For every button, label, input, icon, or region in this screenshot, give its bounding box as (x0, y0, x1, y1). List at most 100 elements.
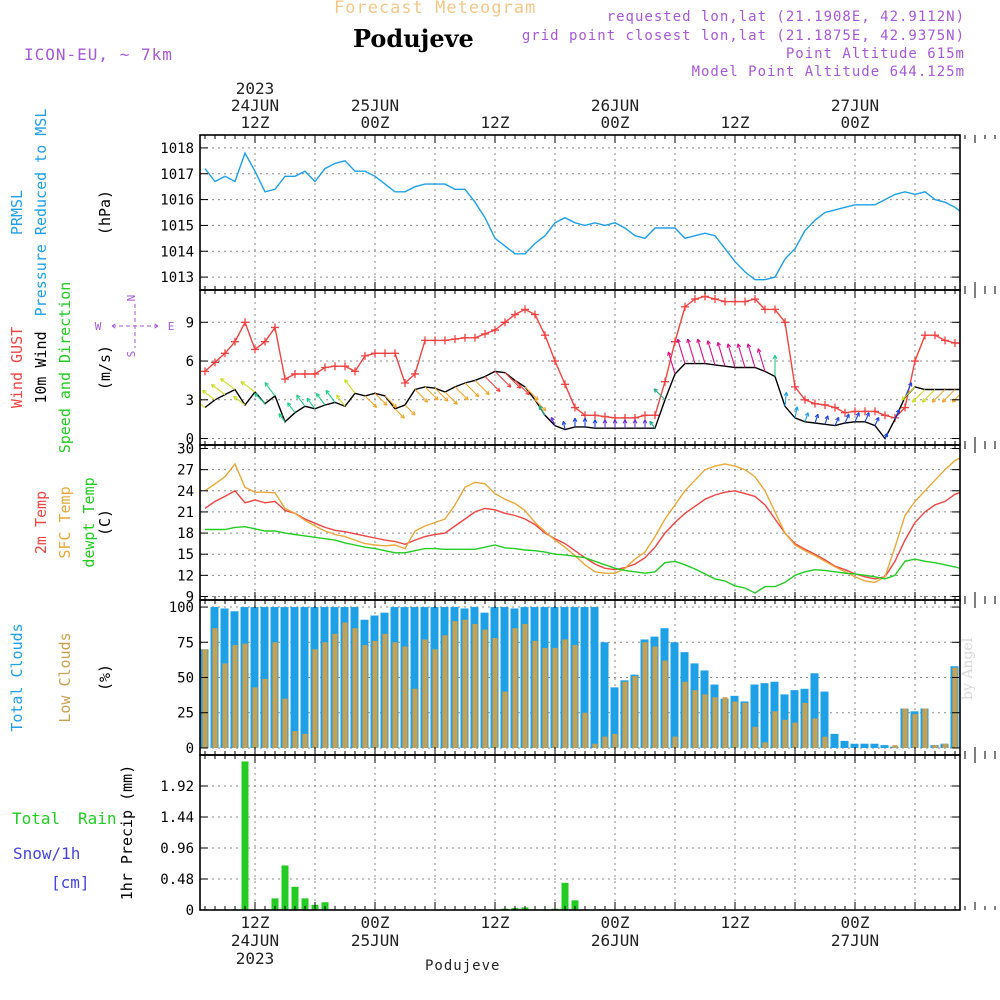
precip-label-snow: Snow/1h (13, 844, 80, 863)
gust-marker (291, 369, 299, 378)
y-tick-label: 21 (177, 505, 194, 521)
rain-bar (271, 898, 279, 910)
series-line-dewpt-temp (205, 525, 960, 594)
gust-marker (351, 367, 359, 376)
total-cloud-bar (840, 740, 849, 748)
series-label: Low Clouds (56, 632, 74, 722)
wind-arrow-head (667, 351, 672, 356)
total-cloud-bar (790, 690, 799, 748)
y-axis-label: (C) (96, 509, 114, 536)
y-tick-label: 9 (186, 315, 194, 331)
gust-marker (391, 349, 399, 358)
gust-marker (471, 333, 479, 342)
low-cloud-bar (402, 646, 408, 748)
time-label-top: 00Z (361, 113, 390, 132)
wind-arrow-head (835, 416, 840, 422)
wind-arrow-head (883, 432, 889, 438)
wind-direction-arrow (254, 393, 266, 405)
wind-arrow-head (219, 378, 225, 383)
panel-clouds: 0 25 50 75 100 (%) Total Clouds Low Clouds (8, 599, 999, 757)
y-tick-label: 1014 (160, 244, 194, 260)
time-label-bottom: 00Z (361, 913, 390, 932)
wind-direction-arrow (264, 382, 276, 397)
low-cloud-bar (672, 736, 678, 748)
y-axis-label: (m/s) (96, 345, 114, 390)
gust-marker (931, 331, 939, 340)
series-label: SFC Temp (56, 486, 74, 558)
wind-direction-arrow (404, 404, 416, 416)
low-cloud-bar (592, 743, 598, 748)
gust-marker (441, 336, 449, 345)
gust-marker (841, 408, 849, 417)
rain-bar (301, 898, 309, 910)
gust-marker (961, 339, 969, 347)
low-cloud-bar (642, 642, 648, 748)
wind-arrow-head (572, 417, 578, 422)
low-cloud-bar (242, 643, 248, 748)
total-cloud-bar (991, 659, 999, 748)
rain-bar (291, 886, 299, 910)
low-cloud-bar (502, 691, 508, 748)
gust-marker (451, 335, 459, 344)
low-cloud-bar (973, 723, 978, 748)
wind-arrow-head (716, 341, 721, 347)
wind-arrow-head (632, 419, 638, 424)
model-point-altitude: Model Point Altitude 644.125m (691, 64, 965, 80)
wind-direction-arrow (534, 399, 547, 412)
meteogram-subtitle: Forecast Meteogram (334, 0, 537, 18)
wind-arrow-head (336, 394, 341, 400)
wind-arrow-head (306, 397, 311, 403)
time-label-top: 24JUN (231, 96, 279, 115)
gust-marker (951, 338, 959, 347)
gust-marker (911, 357, 919, 366)
wind-arrow-head (756, 348, 762, 353)
wind-direction-arrow (653, 388, 666, 401)
wind-direction-arrow (562, 421, 566, 430)
wind-direction-arrow (240, 381, 256, 393)
wind-arrow-head (845, 413, 850, 419)
series-label: PRMSL (8, 190, 26, 235)
wind-direction-arrow (874, 417, 880, 426)
rain-bar (241, 761, 249, 910)
wind-arrow-head (941, 398, 947, 403)
wind-direction-arrow (834, 417, 840, 426)
y-tick-label: 1018 (160, 141, 194, 157)
wind-arrow-head (911, 398, 917, 403)
y-tick-label: 0.48 (160, 872, 194, 888)
wind-arrow-head (423, 398, 429, 403)
total-cloud-bar (580, 607, 589, 748)
wind-arrow-head (434, 396, 439, 401)
wind-direction-arrow (962, 389, 975, 402)
wind-arrow-head (264, 382, 269, 387)
y-tick-label: 1016 (160, 193, 194, 209)
wind-arrow-head (855, 412, 860, 417)
low-cloud-bar (232, 645, 238, 748)
wind-arrow-head (372, 403, 378, 409)
low-cloud-bar (522, 623, 528, 748)
wind-direction-arrow (931, 389, 946, 403)
precip-label-unit: [cm] (51, 873, 90, 892)
panel-frame (199, 134, 961, 291)
gust-marker (321, 363, 329, 372)
low-cloud-bar (202, 649, 208, 748)
wind-direction-arrow (911, 389, 926, 403)
series-label: 2m Temp (32, 491, 50, 554)
time-label-bottom: 12Z (721, 913, 750, 932)
wind-direction-arrow (374, 392, 388, 406)
wind-arrow-head (392, 403, 398, 409)
low-cloud-bar (912, 714, 918, 748)
gust-marker (201, 367, 209, 376)
time-label-bottom: 12Z (481, 913, 510, 932)
precip-label-rain: Rain (78, 809, 117, 828)
y-tick-label: 1.44 (160, 810, 194, 826)
y-tick-label: 25 (177, 706, 194, 722)
wind-direction-arrow (233, 395, 246, 406)
low-cloud-bar (392, 642, 398, 748)
low-cloud-bar (762, 742, 768, 748)
low-cloud-bar (262, 678, 268, 748)
panel-wind: 0 3 6 9 (m/s) Wind GUST 10m Wind Speed and Dire… (8, 282, 996, 453)
low-cloud-bar (732, 701, 738, 748)
y-tick-label: 100 (169, 600, 194, 616)
wind-direction-arrow (941, 389, 956, 403)
wind-direction-arrow (921, 389, 936, 403)
